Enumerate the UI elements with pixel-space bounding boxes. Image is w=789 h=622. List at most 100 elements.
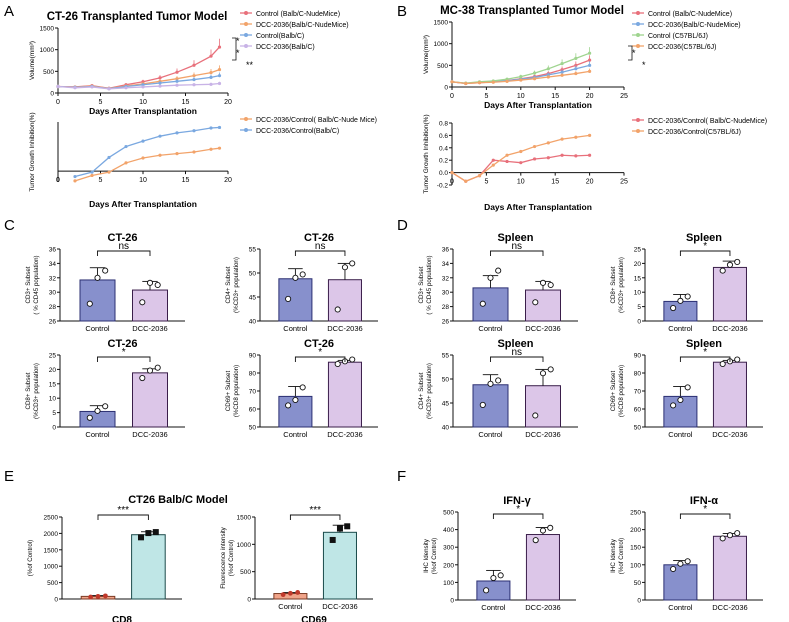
- data-point: [192, 150, 196, 154]
- legend-label: DCC-2036(C57BL/6J): [648, 44, 716, 51]
- data-point: [519, 75, 523, 79]
- data-point: [684, 293, 691, 300]
- y-axis-label: (%CD3+ population): [426, 363, 433, 419]
- data-point: [574, 56, 578, 61]
- panel-label-f: F: [397, 468, 406, 485]
- y-tick-label: 0.0: [439, 170, 448, 177]
- data-point: [292, 396, 299, 404]
- data-point: [94, 274, 101, 281]
- data-point: [539, 279, 547, 286]
- data-point: [491, 80, 495, 84]
- significance-bracket: [289, 514, 341, 520]
- data-point: [217, 146, 222, 150]
- data-point: [217, 81, 222, 86]
- data-point: [124, 161, 128, 165]
- data-point: [217, 68, 222, 72]
- y-tick-label: 34: [442, 261, 450, 268]
- bar-chart-C3: 0 5 10 15 20 25 CD8+ Subset (%CD3+ population) C…: [25, 338, 185, 439]
- category-label: Control: [478, 324, 503, 333]
- data-point: [102, 593, 108, 599]
- data-point: [505, 153, 509, 157]
- data-point: [192, 63, 196, 67]
- y-tick-label: 50: [249, 271, 257, 278]
- data-point: [505, 79, 509, 83]
- bar: [712, 361, 747, 428]
- legend-marker: [636, 44, 640, 48]
- legend-label: DCC-2036(Balb/C): [256, 44, 315, 51]
- data-point: [491, 163, 495, 167]
- data-point: [124, 86, 128, 90]
- y-tick-label: 60: [249, 407, 257, 414]
- y-tick-label: 36: [49, 247, 57, 254]
- y-axis-label: CD69+ Subset: [610, 371, 617, 412]
- legend-label: Control (C57BL/6J): [648, 33, 708, 40]
- data-point: [192, 74, 196, 78]
- data-point: [139, 299, 146, 306]
- y-axis-label: IHC Idensity: [423, 538, 430, 573]
- e-title: CT26 Balb/C Model: [128, 494, 228, 506]
- data-point: [734, 258, 741, 266]
- bar-chart-D1: 26 28 30 32 34 36 CD3+ Subset( % CD45 populati…: [418, 232, 578, 333]
- y-tick-label: 100: [443, 580, 454, 587]
- data-point: [124, 144, 128, 149]
- legend-label: DCC-2036(Balb/C-NudeMice): [256, 22, 349, 29]
- data-point: [107, 155, 111, 160]
- data-point: [107, 170, 111, 174]
- y-tick-label: 50: [442, 377, 450, 384]
- category-label: DCC-2036: [132, 430, 167, 439]
- data-point: [450, 80, 454, 84]
- data-point: [734, 530, 741, 537]
- x-tick-label: 10: [517, 179, 525, 186]
- data-point: [726, 532, 734, 539]
- y-tick-label: 34: [49, 261, 57, 268]
- y-axis-label: Fluorescence intensity: [220, 526, 227, 588]
- legend-label: Control(Balb/C): [256, 33, 304, 40]
- x-axis-label: Days After Transplantation: [484, 100, 592, 110]
- y-tick-label: 15: [634, 275, 642, 282]
- y-tick-label: 1500: [40, 26, 55, 33]
- y-tick-label: 20: [634, 261, 642, 268]
- y-tick-label: 300: [443, 545, 454, 552]
- significance-bracket: [492, 513, 544, 519]
- data-point: [349, 356, 356, 363]
- y-tick-label: 200: [630, 527, 641, 534]
- y-tick-label: 60: [634, 407, 642, 414]
- data-point: [539, 527, 547, 534]
- chart-title: CT-26: [108, 232, 138, 244]
- data-point: [670, 402, 677, 409]
- y-tick-label: 55: [249, 247, 257, 254]
- legend-label: DCC-2036/Control(C57BL/6J): [648, 129, 741, 136]
- x-tick-label: 15: [551, 93, 559, 100]
- y-tick-label: 1000: [44, 564, 59, 571]
- data-point: [532, 71, 537, 75]
- data-point: [209, 54, 213, 58]
- bar: [132, 289, 168, 322]
- data-point: [560, 73, 564, 77]
- category-label: Control: [478, 430, 503, 439]
- category-label: DCC-2036: [712, 603, 747, 612]
- y-axis-label: ( % CD45 population): [33, 255, 40, 314]
- bar: [712, 535, 747, 601]
- x-tick-label: 25: [620, 93, 628, 100]
- x-tick-label: 5: [484, 179, 488, 186]
- y-axis-label: Volume(mm³): [423, 35, 430, 74]
- data-point: [95, 593, 101, 599]
- data-point: [175, 131, 179, 135]
- y-axis-label: (%CD3+ population): [33, 363, 40, 419]
- y-tick-label: 55: [442, 353, 450, 360]
- bar: [525, 534, 560, 601]
- data-point: [86, 300, 93, 307]
- data-point: [532, 412, 539, 419]
- x-tick-label: 20: [586, 179, 594, 186]
- data-point: [217, 45, 222, 49]
- y-tick-label: 26: [49, 319, 57, 326]
- data-point: [532, 144, 537, 149]
- series-line: [74, 147, 220, 182]
- data-point: [497, 572, 504, 579]
- y-tick-label: 5: [52, 410, 56, 417]
- data-point: [719, 535, 726, 542]
- data-point: [102, 267, 109, 274]
- bar-chart-C2: 40 45 50 55 CD4+ Subset (%CD3+ population) CT-…: [225, 232, 378, 333]
- y-tick-label: 1500: [434, 20, 449, 27]
- x-tick-label: 20: [586, 93, 594, 100]
